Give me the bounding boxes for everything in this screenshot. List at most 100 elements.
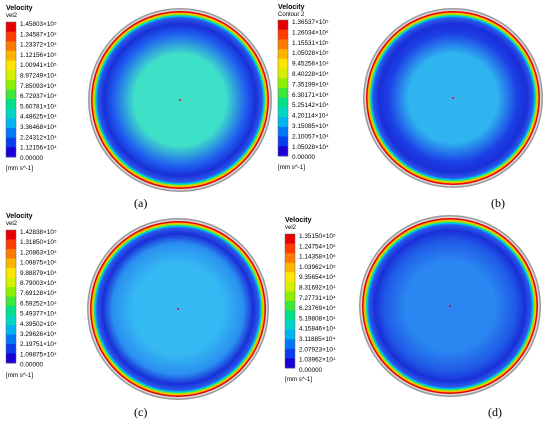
colorbar-segment <box>6 108 16 119</box>
tick-label: 4.20114×10⁴ <box>292 113 328 120</box>
tick-label: 9.45256×10⁴ <box>292 61 329 68</box>
tick-label: 0.00000 <box>292 154 316 161</box>
caption-d: (d) <box>488 405 502 419</box>
tick-label: 1.31850×10⁵ <box>20 239 57 246</box>
colorbar-segment <box>278 126 288 137</box>
colorbar-segment <box>285 272 295 283</box>
colorbar-segment <box>6 128 16 139</box>
panel-c: Velocity vel2 1.42838×10⁵ 1.31850×10⁵ 1.… <box>0 213 275 427</box>
colorbar-frame <box>5 229 17 364</box>
unit-label: [mm s^-1] <box>278 164 305 171</box>
colorbar-segment <box>285 262 295 273</box>
tick-labels: 1.36537×10⁵ 1.26034×10⁵ 1.15531×10⁵ 1.05… <box>292 19 329 161</box>
colorbar-segment <box>278 29 288 40</box>
tick-label: 5.49377×10⁴ <box>20 311 57 318</box>
legend-title: Velocity <box>278 4 305 11</box>
colorbar-segment <box>278 58 288 69</box>
colorbar-segment <box>278 49 288 60</box>
tick-label: 7.35199×10⁴ <box>292 81 329 88</box>
colorbar-segment <box>285 281 295 292</box>
tick-labels: 1.42838×10⁵ 1.31850×10⁵ 1.20863×10⁵ 1.09… <box>20 229 57 369</box>
colorbar-segment <box>278 39 288 50</box>
tick-label: 8.97249×10⁴ <box>20 73 57 80</box>
tick-label: 8.31692×10⁴ <box>299 285 336 292</box>
colorbar-segment <box>285 243 295 254</box>
colorbar-segment <box>6 79 16 90</box>
tick-label: 6.72937×10⁴ <box>20 93 57 100</box>
panel-b-svg: Velocity Contour 2 1.36537×10⁵ 1.26034×1… <box>277 4 543 188</box>
caption-a: (a) <box>134 196 148 210</box>
colorbar-segment <box>285 339 295 350</box>
colorbar-segment <box>285 291 295 302</box>
legend-title: Velocity <box>6 5 33 12</box>
tick-label: 8.79003×10⁴ <box>20 280 57 287</box>
colorbar-frame <box>277 19 289 157</box>
colorbar-segment <box>6 118 16 129</box>
tick-label: 3.11885×10⁴ <box>299 336 335 343</box>
colorbar-segment <box>6 41 16 52</box>
tick-label: 1.05028×10⁴ <box>292 144 329 151</box>
colorbar-segment <box>6 277 16 288</box>
colorbar-segment <box>278 136 288 147</box>
colorbar-segment <box>285 253 295 264</box>
tick-label: 1.24754×10⁵ <box>299 243 336 250</box>
tick-labels: 1.45803×10⁵ 1.34587×10⁵ 1.23372×10⁵ 1.12… <box>20 21 57 162</box>
tick-label: 1.34587×10⁵ <box>20 31 57 38</box>
tick-label: 2.07923×10⁴ <box>299 346 336 353</box>
tick-label: 6.30171×10⁴ <box>292 92 329 99</box>
colorbar-segment <box>6 230 16 240</box>
tick-label: 1.36537×10⁵ <box>292 19 329 26</box>
tick-label: 8.40228×10⁴ <box>292 71 329 78</box>
tick-label: 1.12156×10⁵ <box>20 52 57 59</box>
colorbar-segment <box>6 249 16 259</box>
tick-label: 5.60781×10⁴ <box>20 103 57 110</box>
legend-title: Velocity <box>6 213 33 220</box>
caption-b: (b) <box>491 196 505 210</box>
legend-title: Velocity <box>285 217 312 224</box>
tick-label: 1.12156×10⁴ <box>20 145 57 152</box>
tick-label: 0.00000 <box>20 362 44 369</box>
colorbar-segment <box>6 89 16 100</box>
colorbar-segment <box>285 358 295 369</box>
colorbar-segment <box>6 287 16 297</box>
colorbar <box>284 233 296 369</box>
center-marker <box>449 305 451 307</box>
colorbar-segment <box>278 20 288 31</box>
tick-label: 0.00000 <box>299 367 323 374</box>
velocity-contour-disc <box>88 8 272 192</box>
colorbar-segment <box>6 268 16 278</box>
tick-label: 1.14358×10⁵ <box>299 254 336 261</box>
colorbar-segment <box>6 22 16 33</box>
colorbar-segment <box>6 70 16 81</box>
tick-label: 9.88879×10⁴ <box>20 270 57 277</box>
tick-labels: 1.35150×10⁵ 1.24754×10⁵ 1.14358×10⁵ 1.03… <box>299 233 336 374</box>
tick-label: 6.23769×10⁴ <box>299 305 336 312</box>
tick-label: 1.00941×10⁵ <box>20 62 57 69</box>
tick-label: 7.85093×10⁴ <box>20 83 57 90</box>
colorbar-segment <box>285 234 295 244</box>
tick-label: 6.59252×10⁴ <box>20 300 57 307</box>
tick-label: 2.19751×10⁴ <box>20 341 57 348</box>
tick-label: 1.05028×10⁵ <box>292 50 329 57</box>
colorbar-segment <box>6 60 16 71</box>
tick-label: 2.24312×10⁴ <box>20 134 57 141</box>
colorbar <box>5 229 17 364</box>
panel-d-svg: Velocity vel2 1.35150×10⁵ 1.24754×10⁵ 1.… <box>284 215 541 397</box>
colorbar-segment <box>6 296 16 307</box>
colorbar-segment <box>6 325 16 335</box>
legend-subtitle: vel2 <box>285 225 297 231</box>
tick-label: 1.15531×10⁵ <box>292 40 329 47</box>
colorbar-segment <box>6 99 16 110</box>
unit-label: [mm s^-1] <box>6 372 33 379</box>
colorbar-segment <box>285 301 295 311</box>
tick-label: 1.42838×10⁵ <box>20 229 57 236</box>
legend-subtitle: vel2 <box>6 13 18 19</box>
colorbar-segment <box>278 107 288 118</box>
colorbar-segment <box>285 348 295 359</box>
colorbar-frame <box>5 21 17 158</box>
colorbar <box>5 21 17 158</box>
center-marker <box>179 99 181 101</box>
colorbar-segment <box>6 344 16 354</box>
colorbar-segment <box>278 78 288 89</box>
tick-label: 4.15846×10⁴ <box>299 326 336 333</box>
